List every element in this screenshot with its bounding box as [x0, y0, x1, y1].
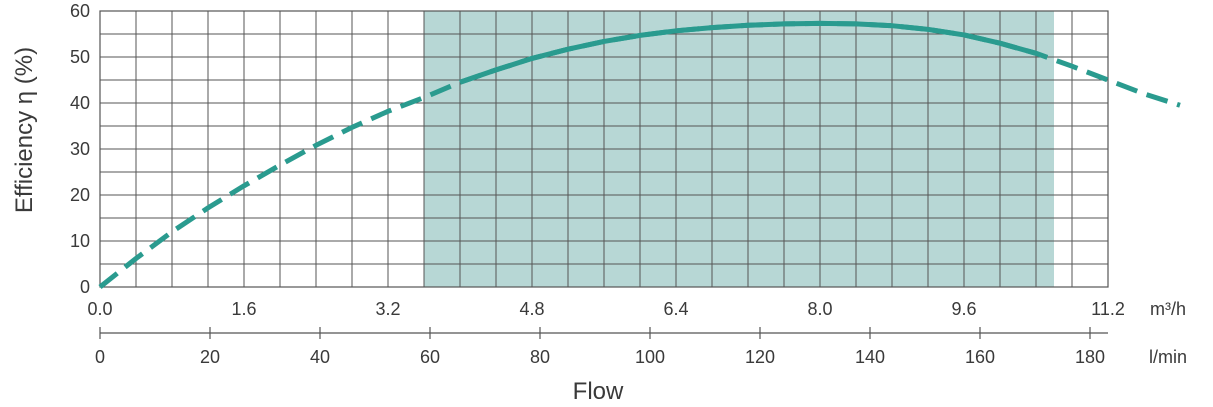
x-primary-tick-label: 9.6 — [951, 299, 976, 319]
x-secondary-tick-label: 80 — [530, 347, 550, 367]
x-secondary-tick-label: 180 — [1075, 347, 1105, 367]
primary-axis-unit: m³/h — [1150, 299, 1186, 319]
x-primary-tick-label: 6.4 — [663, 299, 688, 319]
secondary-axis-unit: l/min — [1149, 347, 1187, 367]
y-tick-label: 40 — [70, 93, 90, 113]
x-secondary-tick-label: 160 — [965, 347, 995, 367]
y-tick-label: 20 — [70, 185, 90, 205]
x-secondary-tick-label: 100 — [635, 347, 665, 367]
y-tick-label: 10 — [70, 231, 90, 251]
y-tick-label: 50 — [70, 47, 90, 67]
x-primary-tick-label: 3.2 — [375, 299, 400, 319]
plot-border — [99, 10, 1109, 288]
x-secondary-tick-label: 20 — [200, 347, 220, 367]
x-primary-tick-label: 1.6 — [231, 299, 256, 319]
x-primary-tick-label: 4.8 — [519, 299, 544, 319]
x-primary-tick-label: 8.0 — [807, 299, 832, 319]
x-secondary-tick-label: 120 — [745, 347, 775, 367]
efficiency-curve-solid — [459, 20, 1037, 85]
x-axis-label: Flow — [573, 378, 624, 405]
y-tick-label: 30 — [70, 139, 90, 159]
x-secondary-tick-label: 0 — [95, 347, 105, 367]
y-axis-label: Efficiency η (%) — [11, 47, 38, 213]
x-secondary-tick-label: 40 — [310, 347, 330, 367]
y-tick-label: 0 — [80, 277, 90, 297]
x-secondary-tick-label: 60 — [420, 347, 440, 367]
x-secondary-tick-label: 140 — [855, 347, 885, 367]
x-primary-tick-label: 0.0 — [87, 299, 112, 319]
y-tick-label: 60 — [70, 1, 90, 21]
x-primary-tick-label: 11.2 — [1091, 299, 1125, 319]
